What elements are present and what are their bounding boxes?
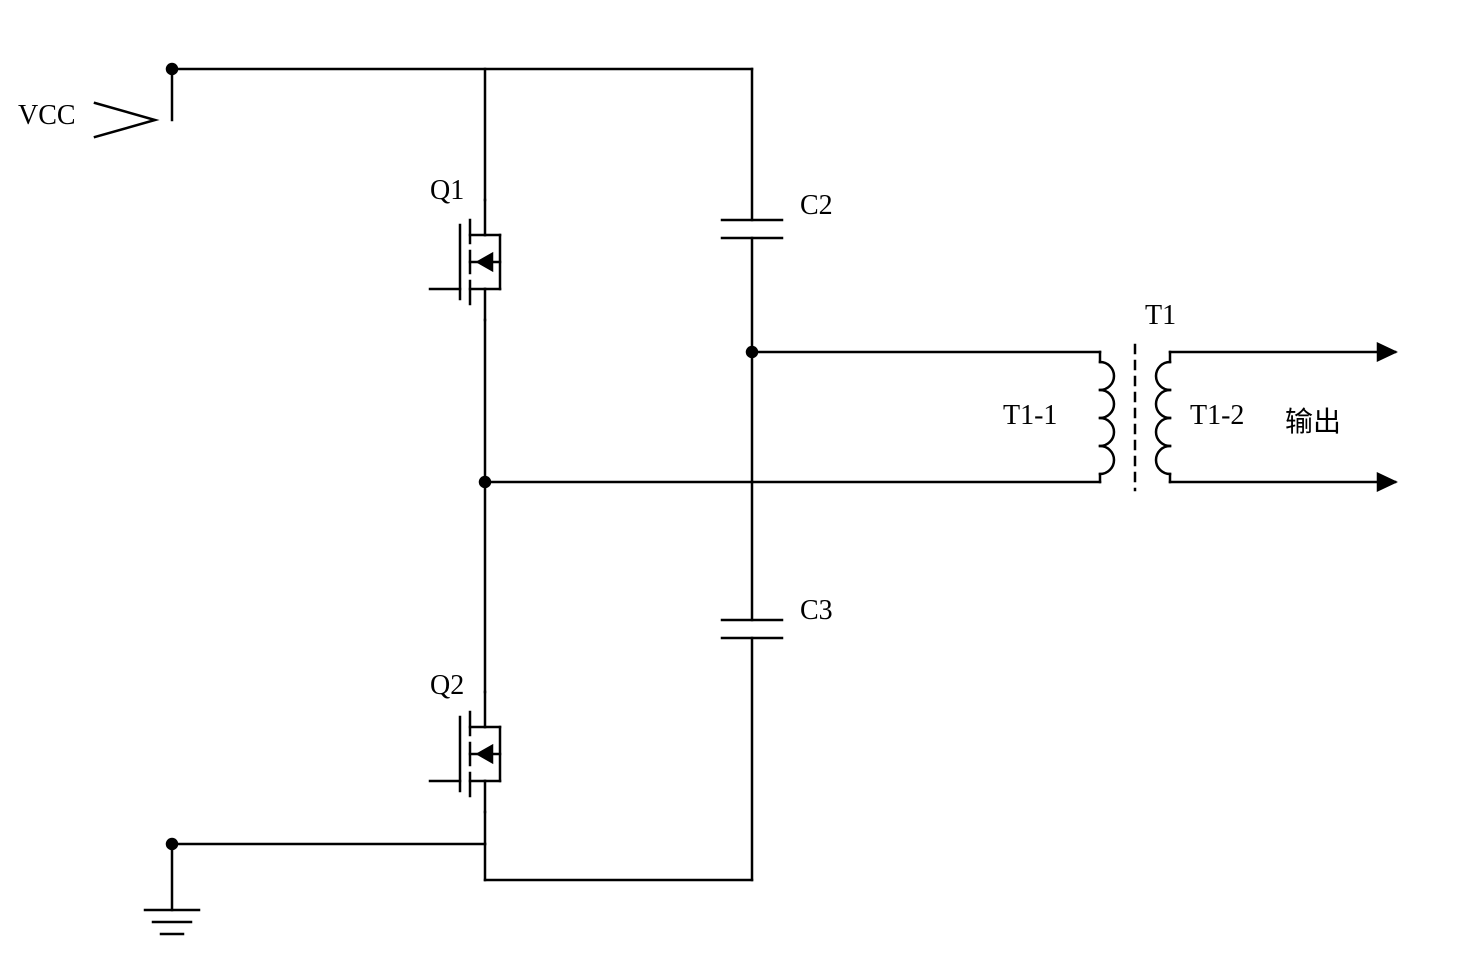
t1-secondary-winding: [1156, 352, 1170, 482]
t1-primary-winding: [1100, 352, 1114, 482]
c2-capacitor: [722, 220, 782, 238]
output-arrow-top: [1378, 344, 1395, 360]
t1-2-label: T1-2: [1190, 400, 1244, 432]
c3-label: C3: [800, 595, 833, 627]
vcc-label: VCC: [18, 100, 76, 132]
vcc-input: [95, 103, 155, 137]
q1-mosfet: [430, 200, 500, 320]
q2-mosfet: [430, 692, 500, 812]
circuit-diagram: VCC Q1 Q2 C2 C3 T1 T1-1 T1-2 输出: [0, 0, 1457, 962]
t1-label: T1: [1145, 300, 1176, 332]
t1-1-label: T1-1: [1003, 400, 1057, 432]
output-label: 输出: [1285, 400, 1341, 440]
ground-symbol: [145, 910, 199, 934]
c3-capacitor: [722, 620, 782, 638]
circuit-svg: [0, 0, 1457, 962]
c2-label: C2: [800, 190, 833, 222]
q1-label: Q1: [430, 175, 464, 207]
q2-label: Q2: [430, 670, 464, 702]
output-arrow-bottom: [1378, 474, 1395, 490]
